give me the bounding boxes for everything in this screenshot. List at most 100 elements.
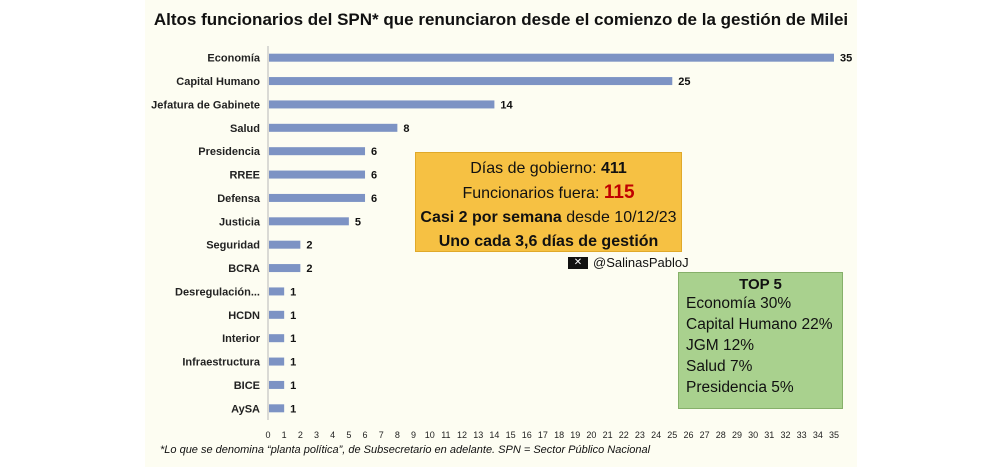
category-label: BICE (234, 380, 260, 392)
x-tick-label: 18 (554, 430, 564, 440)
data-label: 8 (403, 123, 409, 135)
bar (269, 310, 285, 319)
data-label: 1 (290, 357, 296, 369)
category-label: Defensa (217, 193, 261, 205)
top5-title: TOP 5 (739, 276, 782, 293)
x-tick-label: 8 (395, 430, 400, 440)
x-tick-label: 14 (489, 430, 499, 440)
attribution: ✕ @SalinasPabloJ (568, 255, 689, 270)
data-label: 5 (355, 216, 361, 228)
bar (269, 380, 285, 389)
days-value: 411 (600, 160, 627, 177)
x-tick-label: 16 (522, 430, 532, 440)
officials-line: Funcionarios fuera: 115 (416, 183, 681, 204)
category-label: Infraestructura (182, 357, 261, 369)
x-tick-label: 15 (506, 430, 516, 440)
bar (269, 193, 366, 202)
x-tick-label: 22 (619, 430, 629, 440)
bar (269, 357, 285, 366)
category-label: AySA (231, 403, 260, 415)
data-label: 1 (290, 380, 296, 392)
x-tick-label: 29 (732, 430, 742, 440)
x-tick-label: 5 (346, 430, 351, 440)
bar (269, 53, 834, 62)
x-tick-label: 10 (425, 430, 435, 440)
category-label: BCRA (228, 263, 260, 275)
top5-box: TOP 5 Economía 30% Capital Humano 22% JG… (678, 272, 843, 409)
bar (269, 217, 349, 226)
data-label: 1 (290, 286, 296, 298)
bar (269, 123, 398, 132)
data-label: 1 (290, 403, 296, 415)
category-label: Justicia (219, 216, 261, 228)
x-tick-label: 4 (330, 430, 335, 440)
weekly-rest: desde 10/12/23 (561, 209, 677, 226)
top5-item: Economía 30% (686, 295, 792, 312)
bar (269, 287, 285, 296)
top5-item: Presidencia 5% (686, 379, 794, 396)
category-label: Presidencia (198, 146, 261, 158)
x-tick-label: 25 (667, 430, 677, 440)
data-label: 1 (290, 333, 296, 345)
officials-label: Funcionarios fuera: (462, 185, 604, 202)
x-tick-label: 13 (473, 430, 483, 440)
footnote: *Lo que se denomina “planta política”, d… (160, 444, 651, 456)
bar (269, 170, 366, 179)
bar (269, 77, 673, 86)
x-tick-label: 26 (683, 430, 693, 440)
data-label: 2 (306, 263, 312, 275)
data-label: 14 (500, 99, 513, 111)
bar (269, 334, 285, 343)
data-label: 6 (371, 170, 377, 182)
x-logo-icon: ✕ (568, 256, 588, 269)
summary-box: Días de gobierno: 411 Funcionarios fuera… (415, 152, 682, 252)
chart-title: Altos funcionarios del SPN* que renuncia… (153, 10, 849, 29)
data-label: 25 (678, 76, 690, 88)
weekly-line: Casi 2 por semana desde 10/12/23 (416, 208, 681, 228)
category-label: Jefatura de Gabinete (151, 99, 260, 111)
days-label: Días de gobierno: (470, 160, 601, 177)
category-label: RREE (229, 170, 260, 182)
bar (269, 147, 366, 156)
x-tick-label: 3 (314, 430, 319, 440)
top5-item: Salud 7% (686, 358, 753, 375)
x-tick-label: 35 (829, 430, 839, 440)
x-tick-label: 23 (635, 430, 645, 440)
data-label: 6 (371, 146, 377, 158)
officials-value: 115 (603, 182, 635, 203)
bar (269, 264, 301, 273)
category-label: Economía (207, 53, 260, 65)
weekly-bold: Casi 2 por semana (420, 209, 562, 226)
x-tick-label: 33 (797, 430, 807, 440)
top5-item: Capital Humano 22% (686, 316, 833, 333)
bar (269, 404, 285, 413)
x-tick-label: 20 (586, 430, 596, 440)
x-tick-label: 27 (700, 430, 710, 440)
x-tick-label: 1 (282, 430, 287, 440)
x-tick-label: 32 (780, 430, 790, 440)
x-tick-label: 31 (764, 430, 774, 440)
data-label: 2 (306, 240, 312, 252)
attribution-handle: @SalinasPabloJ (593, 255, 689, 270)
x-tick-label: 19 (570, 430, 580, 440)
x-tick-label: 0 (265, 430, 270, 440)
x-tick-label: 21 (603, 430, 613, 440)
category-label: Interior (222, 333, 261, 345)
x-tick-label: 34 (813, 430, 823, 440)
x-tick-label: 9 (411, 430, 416, 440)
rate-line: Uno cada 3,6 días de gestión (438, 233, 659, 250)
data-label: 6 (371, 193, 377, 205)
data-label: 35 (840, 53, 852, 65)
x-tick-label: 7 (379, 430, 384, 440)
x-tick-label: 30 (748, 430, 758, 440)
x-tick-label: 6 (363, 430, 368, 440)
category-label: HCDN (228, 310, 260, 322)
category-label: Seguridad (206, 240, 260, 252)
data-label: 1 (290, 310, 296, 322)
bar (269, 100, 495, 109)
x-tick-label: 2 (298, 430, 303, 440)
x-tick-label: 12 (457, 430, 467, 440)
category-label: Capital Humano (176, 76, 260, 88)
x-tick-label: 28 (716, 430, 726, 440)
